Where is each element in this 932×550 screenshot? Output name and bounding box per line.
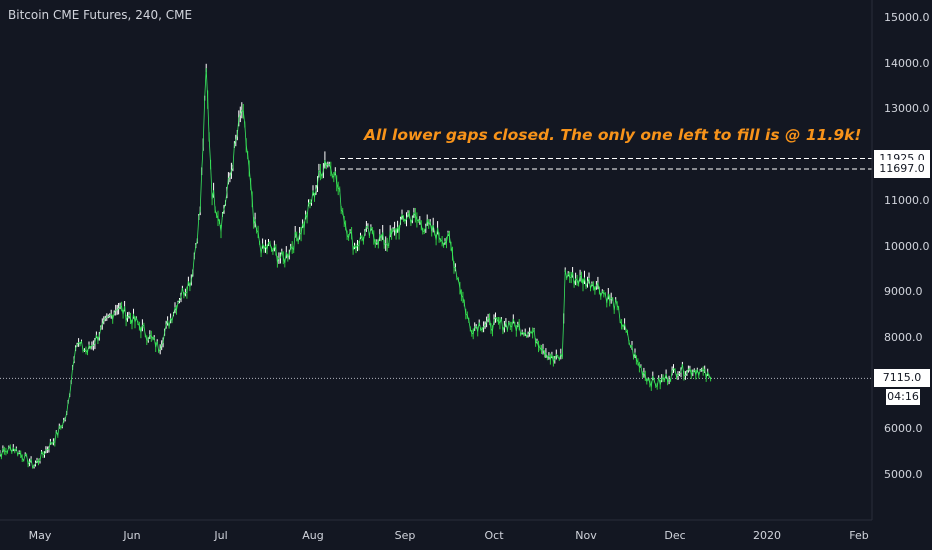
x-tick-label: Jun bbox=[123, 529, 141, 542]
x-tick-label: Feb bbox=[849, 529, 869, 542]
price-line bbox=[0, 68, 711, 468]
chart-title: Bitcoin CME Futures, 240, CME bbox=[8, 8, 193, 22]
x-tick-label: Sep bbox=[394, 529, 416, 542]
y-tick-label: 10000.0 bbox=[884, 239, 930, 253]
bar-countdown: 04:16 bbox=[886, 389, 920, 405]
x-tick-label: Aug bbox=[302, 529, 324, 542]
y-tick-label: 14000.0 bbox=[884, 56, 930, 70]
x-tick-label: Nov bbox=[575, 529, 597, 542]
y-tick-label: 6000.0 bbox=[884, 422, 923, 436]
y-tick-label: 13000.0 bbox=[884, 102, 930, 116]
x-tick-label: Jul bbox=[214, 529, 228, 542]
y-tick-label: 9000.0 bbox=[884, 285, 923, 299]
x-tick-label: Dec bbox=[664, 529, 686, 542]
y-tick-label: 15000.0 bbox=[884, 11, 930, 24]
y-tick-label: 11000.0 bbox=[884, 193, 930, 207]
gap-price-label-lower: 11697.0 bbox=[874, 159, 930, 178]
y-tick-label: 8000.0 bbox=[884, 330, 923, 344]
x-tick-label: May bbox=[28, 529, 52, 542]
y-tick-label: 5000.0 bbox=[884, 468, 923, 481]
last-price-label: 7115.0 bbox=[874, 369, 930, 388]
x-tick-label: Oct bbox=[484, 529, 504, 542]
gap-annotation: All lower gaps closed. The only one left… bbox=[364, 126, 862, 144]
x-tick-label: 2020 bbox=[753, 529, 781, 542]
